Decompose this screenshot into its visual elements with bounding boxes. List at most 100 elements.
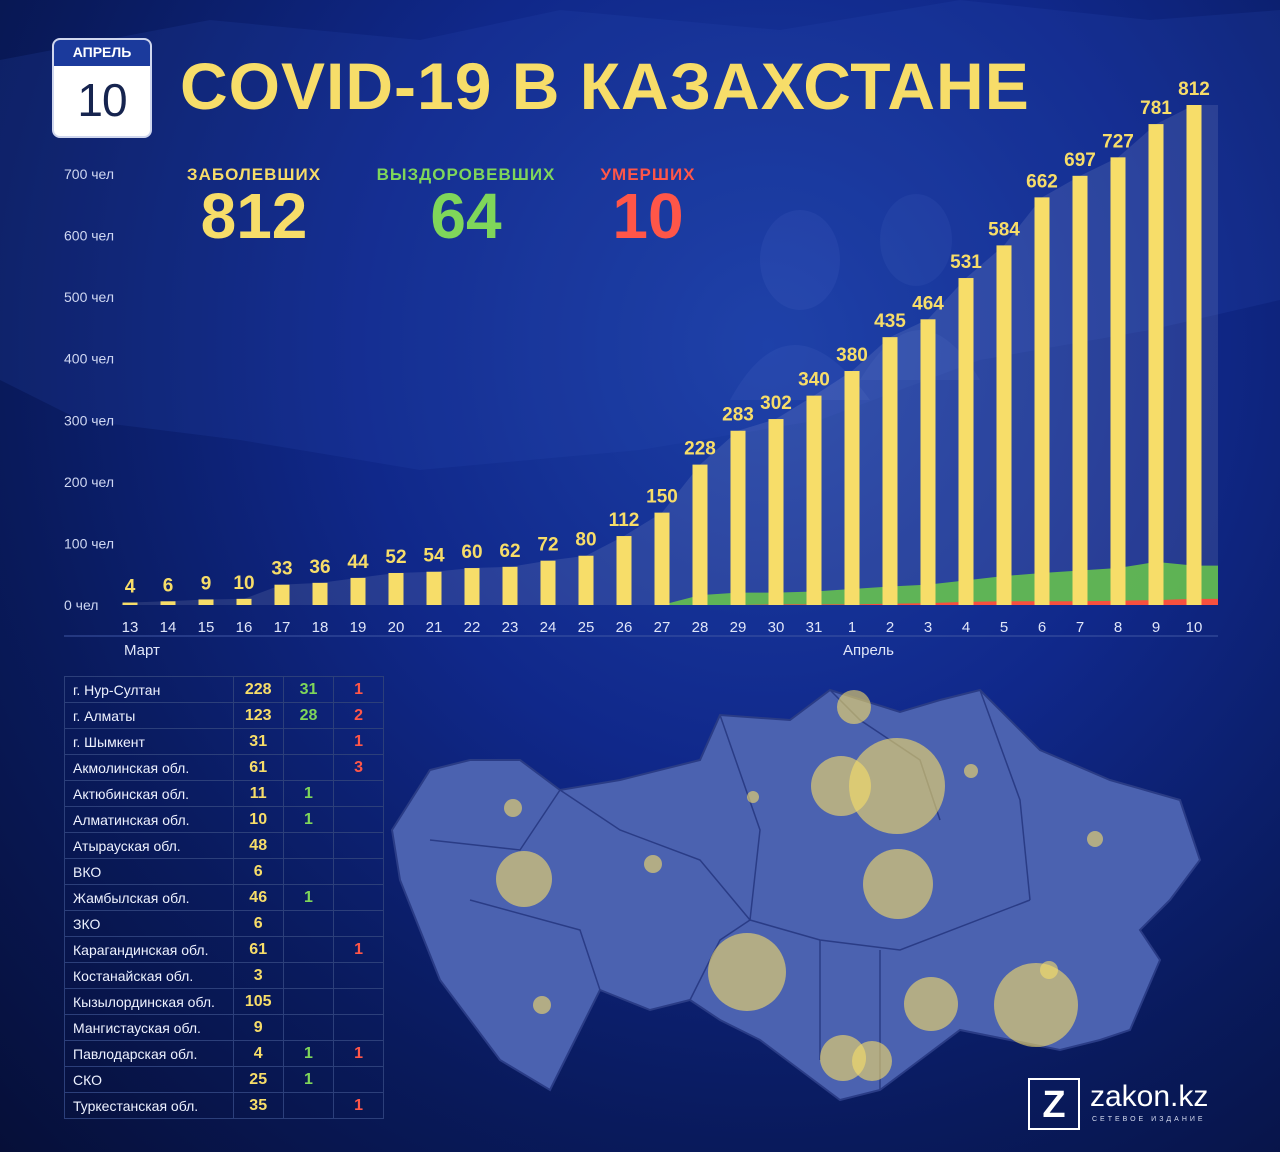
x-tick-label: 18 — [312, 619, 329, 636]
bar-infected — [578, 555, 594, 605]
region-infected: 9 — [232, 1014, 284, 1041]
cases-bar-chart: 0 чел 100 чел 200 чел 300 чел 400 чел 500 чел… — [64, 79, 1218, 659]
region-infected: 25 — [232, 1066, 284, 1093]
region-name: ЗКО — [64, 910, 234, 937]
region-infected: 35 — [232, 1092, 284, 1119]
region-name: Атырауская обл. — [64, 832, 234, 859]
bar-infected — [1110, 157, 1126, 605]
region-recovered — [282, 988, 335, 1015]
region-recovered — [282, 936, 335, 963]
bar-value-label: 662 — [1026, 171, 1058, 192]
region-deaths — [333, 858, 384, 885]
deaths-value: 10 — [612, 180, 684, 252]
region-name: Алматинская обл. — [64, 806, 234, 833]
region-name: Костанайская обл. — [64, 962, 234, 989]
infected-label: ЗАБОЛЕВШИХ — [186, 165, 322, 184]
x-tick-label: 22 — [464, 619, 481, 636]
x-tick-label: 6 — [1038, 619, 1046, 636]
y-tick-label: 700 чел — [64, 166, 114, 182]
region-infected: 46 — [232, 884, 284, 911]
bar-value-label: 727 — [1102, 131, 1134, 152]
x-tick-label: 5 — [1000, 619, 1008, 636]
month-label-april: Апрель — [843, 642, 894, 659]
y-tick-label: 0 чел — [64, 597, 98, 613]
x-tick-label: 15 — [198, 619, 215, 636]
infected-value: 812 — [200, 180, 308, 252]
table-row: Карагандинская обл. 61 1 — [64, 936, 384, 963]
map-bubble — [849, 738, 945, 834]
region-infected: 6 — [232, 858, 284, 885]
bar-value-label: 302 — [760, 393, 792, 414]
region-infected: 6 — [232, 910, 284, 937]
bar-value-label: 531 — [950, 252, 982, 273]
bar-infected — [274, 584, 290, 605]
bar-infected — [350, 577, 366, 605]
table-row: Кызылординская обл. 105 — [64, 988, 384, 1015]
bar-infected — [464, 568, 480, 605]
table-row: Акмолинская обл. 61 3 — [64, 754, 384, 781]
zakon-logo-tagline: СЕТЕВОЕ ИЗДАНИЕ — [1092, 1116, 1206, 1123]
y-tick-label: 100 чел — [64, 535, 114, 551]
region-name: Туркестанская обл. — [64, 1092, 234, 1119]
region-name: г. Нур-Султан — [64, 676, 234, 703]
bar-infected — [160, 601, 176, 605]
zakon-logo-mark: Z — [1028, 1078, 1080, 1130]
bar-value-label: 72 — [537, 535, 558, 556]
calendar-day: 10 — [77, 74, 127, 126]
region-infected: 228 — [232, 676, 284, 703]
x-tick-label: 8 — [1114, 619, 1122, 636]
region-deaths — [333, 962, 384, 989]
region-deaths: 1 — [333, 1092, 384, 1119]
deaths-label: УМЕРШИХ — [600, 165, 696, 184]
bar-infected — [502, 566, 518, 605]
region-infected: 4 — [232, 1040, 284, 1067]
infected-trend-area — [120, 105, 1218, 605]
table-row: г. Нур-Султан 228 31 1 — [64, 676, 384, 703]
table-row: Костанайская обл. 3 — [64, 962, 384, 989]
y-tick-label: 600 чел — [64, 228, 114, 244]
table-row: Туркестанская обл. 35 1 — [64, 1092, 384, 1119]
bar-value-label: 33 — [271, 559, 292, 580]
x-tick-label: 23 — [502, 619, 519, 636]
region-recovered — [282, 1092, 335, 1119]
bar-value-label: 36 — [309, 557, 330, 578]
bar-value-label: 781 — [1140, 98, 1172, 119]
region-infected: 105 — [232, 988, 284, 1015]
zakon-logo: Z zakon.kz СЕТЕВОЕ ИЗДАНИЕ — [1028, 1078, 1228, 1134]
x-tick-label: 29 — [730, 619, 747, 636]
x-tick-label: 1 — [848, 619, 856, 636]
region-name: Павлодарская обл. — [64, 1040, 234, 1067]
bar-value-label: 60 — [461, 542, 482, 563]
recovered-value: 64 — [430, 180, 502, 252]
bar-value-label: 44 — [347, 552, 369, 573]
region-recovered — [282, 910, 335, 937]
bar-infected — [1034, 197, 1050, 605]
table-row: Атырауская обл. 48 — [64, 832, 384, 859]
y-tick-label: 500 чел — [64, 289, 114, 305]
y-tick-label: 300 чел — [64, 412, 114, 428]
bar-infected — [920, 319, 936, 605]
x-tick-label: 10 — [1186, 619, 1203, 636]
x-tick-label: 13 — [122, 619, 139, 636]
x-tick-label: 21 — [426, 619, 443, 636]
region-name: ВКО — [64, 858, 234, 885]
x-tick-label: 14 — [160, 619, 177, 636]
x-tick-label: 9 — [1152, 619, 1160, 636]
bar-infected — [236, 598, 252, 605]
deaths-area — [120, 598, 1218, 605]
bar-infected — [768, 419, 784, 605]
bar-value-label: 435 — [874, 311, 906, 332]
bar-value-label: 62 — [499, 541, 520, 562]
region-deaths: 1 — [333, 676, 384, 703]
map-bubble — [863, 849, 933, 919]
region-infected: 123 — [232, 702, 284, 729]
bar-value-label: 380 — [836, 345, 868, 366]
region-recovered: 1 — [282, 1040, 335, 1067]
map-bubble — [496, 851, 552, 907]
y-tick-label: 200 чел — [64, 474, 114, 490]
map-bubble — [747, 791, 759, 803]
region-deaths — [333, 988, 384, 1015]
x-tick-label: 26 — [616, 619, 633, 636]
x-tick-label: 31 — [806, 619, 823, 636]
